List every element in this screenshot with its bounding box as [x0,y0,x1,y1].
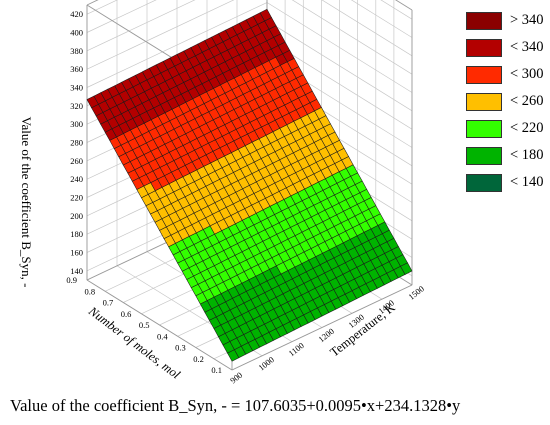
y-tick-label: 0.5 [139,320,150,330]
legend-item: < 220 [466,115,544,142]
z-tick-label: 380 [70,46,83,56]
y-tick-label: 0.1 [211,365,222,375]
y-tick-label: 0.2 [193,354,204,364]
axis-frame-edge [86,279,233,371]
chart-caption: Value of the coefficient B_Syn, - = 107.… [10,396,461,415]
legend-swatch [466,11,502,30]
y-tick-label: 0.7 [103,298,114,308]
legend-item: > 340 [466,7,544,34]
legend-swatch [466,146,502,165]
axis-frame-edge [231,284,413,371]
z-tick-label: 160 [70,248,83,258]
y-tick-label: 0.4 [157,331,168,341]
z-tick-label: 240 [70,174,83,184]
z-tick-label: 360 [70,64,83,74]
legend-item: < 300 [466,61,544,88]
z-tick-label: 200 [70,211,83,221]
x-axis-label: Temperature, K [327,300,397,359]
legend-label: > 340 [510,12,544,28]
legend: > 340 < 340 < 300 < 260 < 220 < 180 < 14… [466,7,544,196]
z-tick-label: 220 [70,193,83,203]
legend-item: < 180 [466,142,544,169]
y-tick-label: 0.6 [121,309,132,319]
legend-label: < 260 [510,93,544,109]
legend-swatch [466,92,502,111]
legend-label: < 180 [510,147,544,163]
z-tick-label: 320 [70,101,83,111]
z-tick-label: 260 [70,156,83,166]
z-tick-label: 400 [70,28,83,38]
z-tick-label: 300 [70,119,83,129]
y-axis-label: Number of moles, mol [85,303,183,382]
z-tick-label: 340 [70,83,83,93]
legend-label: < 140 [510,174,544,190]
y-tick-label: 0.9 [66,275,77,285]
legend-item: < 340 [466,34,544,61]
legend-label: < 340 [510,39,544,55]
z-axis-label: Value of the coefficient B_Syn, - [19,117,34,288]
legend-label: < 300 [510,66,544,82]
z-tick-label: 280 [70,138,83,148]
x-tick-label: 900 [228,370,244,386]
z-tick-label: 180 [70,229,83,239]
legend-swatch [466,119,502,138]
surface-cell [259,8,272,22]
legend-label: < 220 [510,120,544,136]
legend-item: < 260 [466,88,544,115]
legend-swatch [466,38,502,57]
y-tick-label: 0.8 [85,286,96,296]
z-tick-label: 140 [70,266,83,276]
surface-plot [86,8,413,362]
z-tick-label: 420 [70,9,83,19]
y-tick-label: 0.3 [175,343,186,353]
legend-item: < 140 [466,169,544,196]
legend-swatch [466,173,502,192]
legend-swatch [466,65,502,84]
